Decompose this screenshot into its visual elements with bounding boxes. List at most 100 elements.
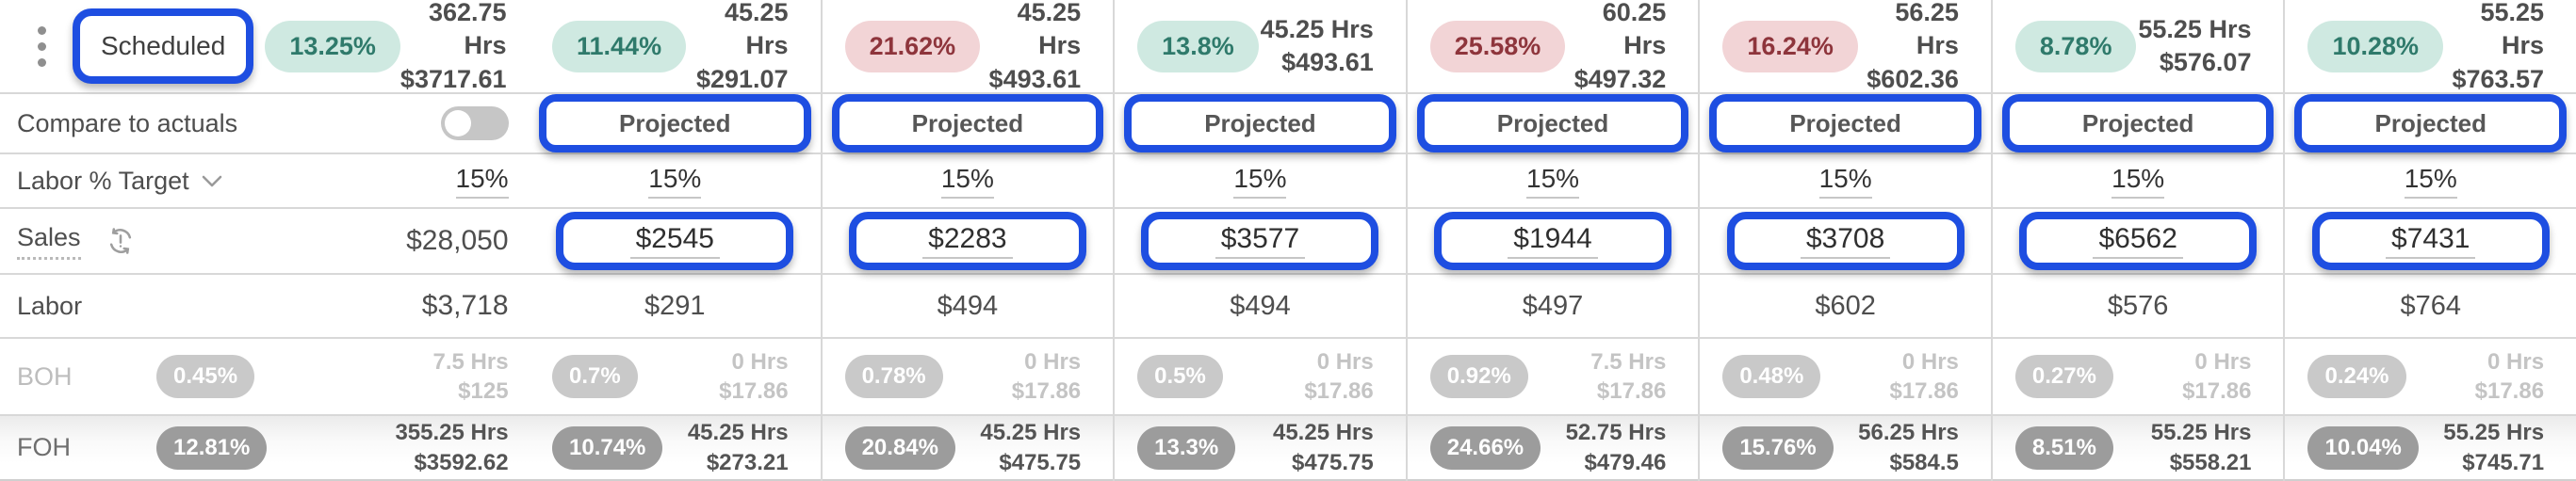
sync-alert-icon[interactable] (106, 226, 136, 256)
toggle-knob (444, 110, 471, 136)
labor-target-value[interactable]: 15% (1233, 164, 1287, 199)
kebab-menu-icon[interactable] (38, 25, 46, 67)
sales-value[interactable]: $1944 (1508, 223, 1598, 259)
sales-cell: $3577 (1115, 209, 1406, 275)
projected-button[interactable]: Projected (1709, 94, 1981, 152)
foh-amount: $475.75 (999, 449, 1082, 475)
sales-value[interactable]: $3577 (1215, 223, 1306, 259)
boh-amount: $17.86 (1889, 378, 1959, 404)
projected-button[interactable]: Projected (1124, 94, 1396, 152)
day-hours-block: 60.25 Hrs $497.32 (1565, 0, 1667, 96)
foh-cell: 15.76% 56.25 Hrs $584.5 (1700, 416, 1991, 481)
projected-cell: Projected (2285, 94, 2576, 154)
day-header-cell: 11.44% 45.25 Hrs $291.07 (530, 0, 821, 94)
sales-input[interactable]: $2283 (848, 212, 1086, 270)
projected-button[interactable]: Projected (2001, 94, 2274, 152)
boh-percent-badge: 0.45% (156, 355, 255, 398)
labor-target-cell: 15% (530, 154, 821, 209)
chevron-down-icon[interactable] (201, 174, 223, 188)
scheduled-label[interactable]: Scheduled (73, 8, 254, 84)
labor-target-value[interactable]: 15% (648, 164, 702, 199)
boh-amount: $17.86 (1011, 378, 1082, 404)
labor-target-total-value[interactable]: 15% (455, 164, 509, 199)
foh-cell: 20.84% 45.25 Hrs $475.75 (822, 416, 1114, 481)
day-amount: $602.36 (1867, 64, 1959, 93)
sales-input[interactable]: $7431 (2311, 212, 2550, 270)
boh-cell: 0.78% 0 Hrs $17.86 (822, 339, 1114, 416)
day-hours: 60.25 Hrs (1602, 0, 1667, 60)
day-amount: $763.57 (2452, 64, 2545, 93)
labor-target-value[interactable]: 15% (940, 164, 994, 199)
labor-target-cell: 15% (1407, 154, 1699, 209)
foh-hours: 55.25 Hrs (2150, 420, 2252, 446)
boh-row-label-cell: BOH 0.45% 7.5 Hrs $125 (0, 339, 537, 416)
day-column: 25.58% 60.25 Hrs $497.32 Projected 15% $… (1405, 0, 1699, 481)
foh-hours: 355.25 Hrs (395, 420, 509, 446)
foh-hours-block: 45.25 Hrs $475.75 (980, 418, 1081, 476)
compare-to-actuals-toggle[interactable] (440, 106, 509, 140)
sales-cell: $2283 (822, 209, 1114, 275)
day-column: 21.62% 45.25 Hrs $493.61 Projected 15% $… (820, 0, 1114, 481)
boh-amount: $17.86 (1596, 378, 1667, 404)
boh-hours: 0 Hrs (1024, 348, 1082, 375)
boh-percent-badge: 0.24% (2307, 355, 2406, 398)
sales-value[interactable]: $3708 (1800, 223, 1891, 259)
sales-total-value: $28,050 (406, 225, 509, 256)
foh-amount: $745.71 (2462, 449, 2545, 475)
sales-value[interactable]: $6562 (2093, 223, 2183, 259)
foh-hours-block: 55.25 Hrs $745.71 (2443, 418, 2544, 476)
labor-target-cell: 15% (1700, 154, 1991, 209)
labor-target-value[interactable]: 15% (2404, 164, 2457, 199)
projected-cell: Projected (1115, 94, 1406, 154)
day-percent-badge: 25.58% (1429, 20, 1566, 72)
projected-button[interactable]: Projected (831, 94, 1104, 152)
labor-row-label-cell: Labor $3,718 (0, 275, 537, 339)
compare-to-actuals-cell: Compare to actuals (0, 94, 537, 154)
sales-input[interactable]: $3708 (1726, 212, 1965, 270)
day-header-cell: 8.78% 55.25 Hrs $576.07 (1992, 0, 2284, 94)
projected-button[interactable]: Projected (1416, 94, 1689, 152)
sales-value[interactable]: $7431 (2386, 223, 2476, 259)
labor-target-value[interactable]: 15% (1526, 164, 1580, 199)
foh-percent-badge: 10.74% (552, 425, 663, 470)
boh-cell: 0.92% 7.5 Hrs $17.86 (1407, 339, 1699, 416)
boh-amount: $17.86 (2474, 378, 2545, 404)
labor-value: $494 (1230, 290, 1291, 321)
sales-input[interactable]: $3577 (1141, 212, 1379, 270)
labor-cell: $764 (2285, 275, 2576, 339)
day-percent-badge: 21.62% (844, 20, 981, 72)
day-percent-badge: 10.28% (2307, 20, 2444, 72)
labor-target-value[interactable]: 15% (1818, 164, 1872, 199)
boh-cell: 0.5% 0 Hrs $17.86 (1115, 339, 1406, 416)
boh-percent-badge: 0.92% (1429, 355, 1528, 398)
sales-input[interactable]: $1944 (1434, 212, 1672, 270)
sales-value[interactable]: $2283 (922, 223, 1013, 259)
boh-label: BOH (17, 361, 73, 391)
day-percent-badge: 13.8% (1137, 20, 1259, 72)
labor-cell: $291 (530, 275, 821, 339)
foh-percent-badge: 13.3% (1137, 425, 1236, 470)
scheduled-header-cell: Scheduled 13.25% 362.75 Hrs $3717.61 (0, 0, 537, 94)
labor-value: $764 (2400, 290, 2462, 321)
labor-value: $494 (937, 290, 999, 321)
boh-hours-block: 0 Hrs $17.86 (2475, 347, 2544, 406)
day-column: 8.78% 55.25 Hrs $576.07 Projected 15% $6… (1990, 0, 2284, 481)
foh-hours-block: 56.25 Hrs $584.5 (1858, 418, 1959, 476)
sales-value[interactable]: $2545 (629, 223, 720, 259)
projected-button[interactable]: Projected (2294, 94, 2568, 152)
projected-button[interactable]: Projected (539, 94, 811, 152)
foh-amount: $584.5 (1889, 449, 1959, 475)
sales-input[interactable]: $2545 (556, 212, 794, 270)
boh-hours: 0 Hrs (2194, 348, 2252, 375)
boh-hours: 7.5 Hrs (1590, 348, 1667, 375)
sales-input[interactable]: $6562 (2019, 212, 2258, 270)
labor-target-value[interactable]: 15% (2111, 164, 2165, 199)
day-header-cell: 25.58% 60.25 Hrs $497.32 (1407, 0, 1699, 96)
projected-cell: Projected (530, 94, 821, 154)
day-percent-badge: 16.24% (1722, 20, 1858, 72)
sales-label[interactable]: Sales (17, 223, 81, 260)
boh-hours: 7.5 Hrs (432, 348, 509, 375)
foh-amount: $479.46 (1584, 449, 1667, 475)
label-column: Scheduled 13.25% 362.75 Hrs $3717.61 Com… (0, 0, 537, 481)
scheduled-percent-badge: 13.25% (265, 20, 400, 72)
